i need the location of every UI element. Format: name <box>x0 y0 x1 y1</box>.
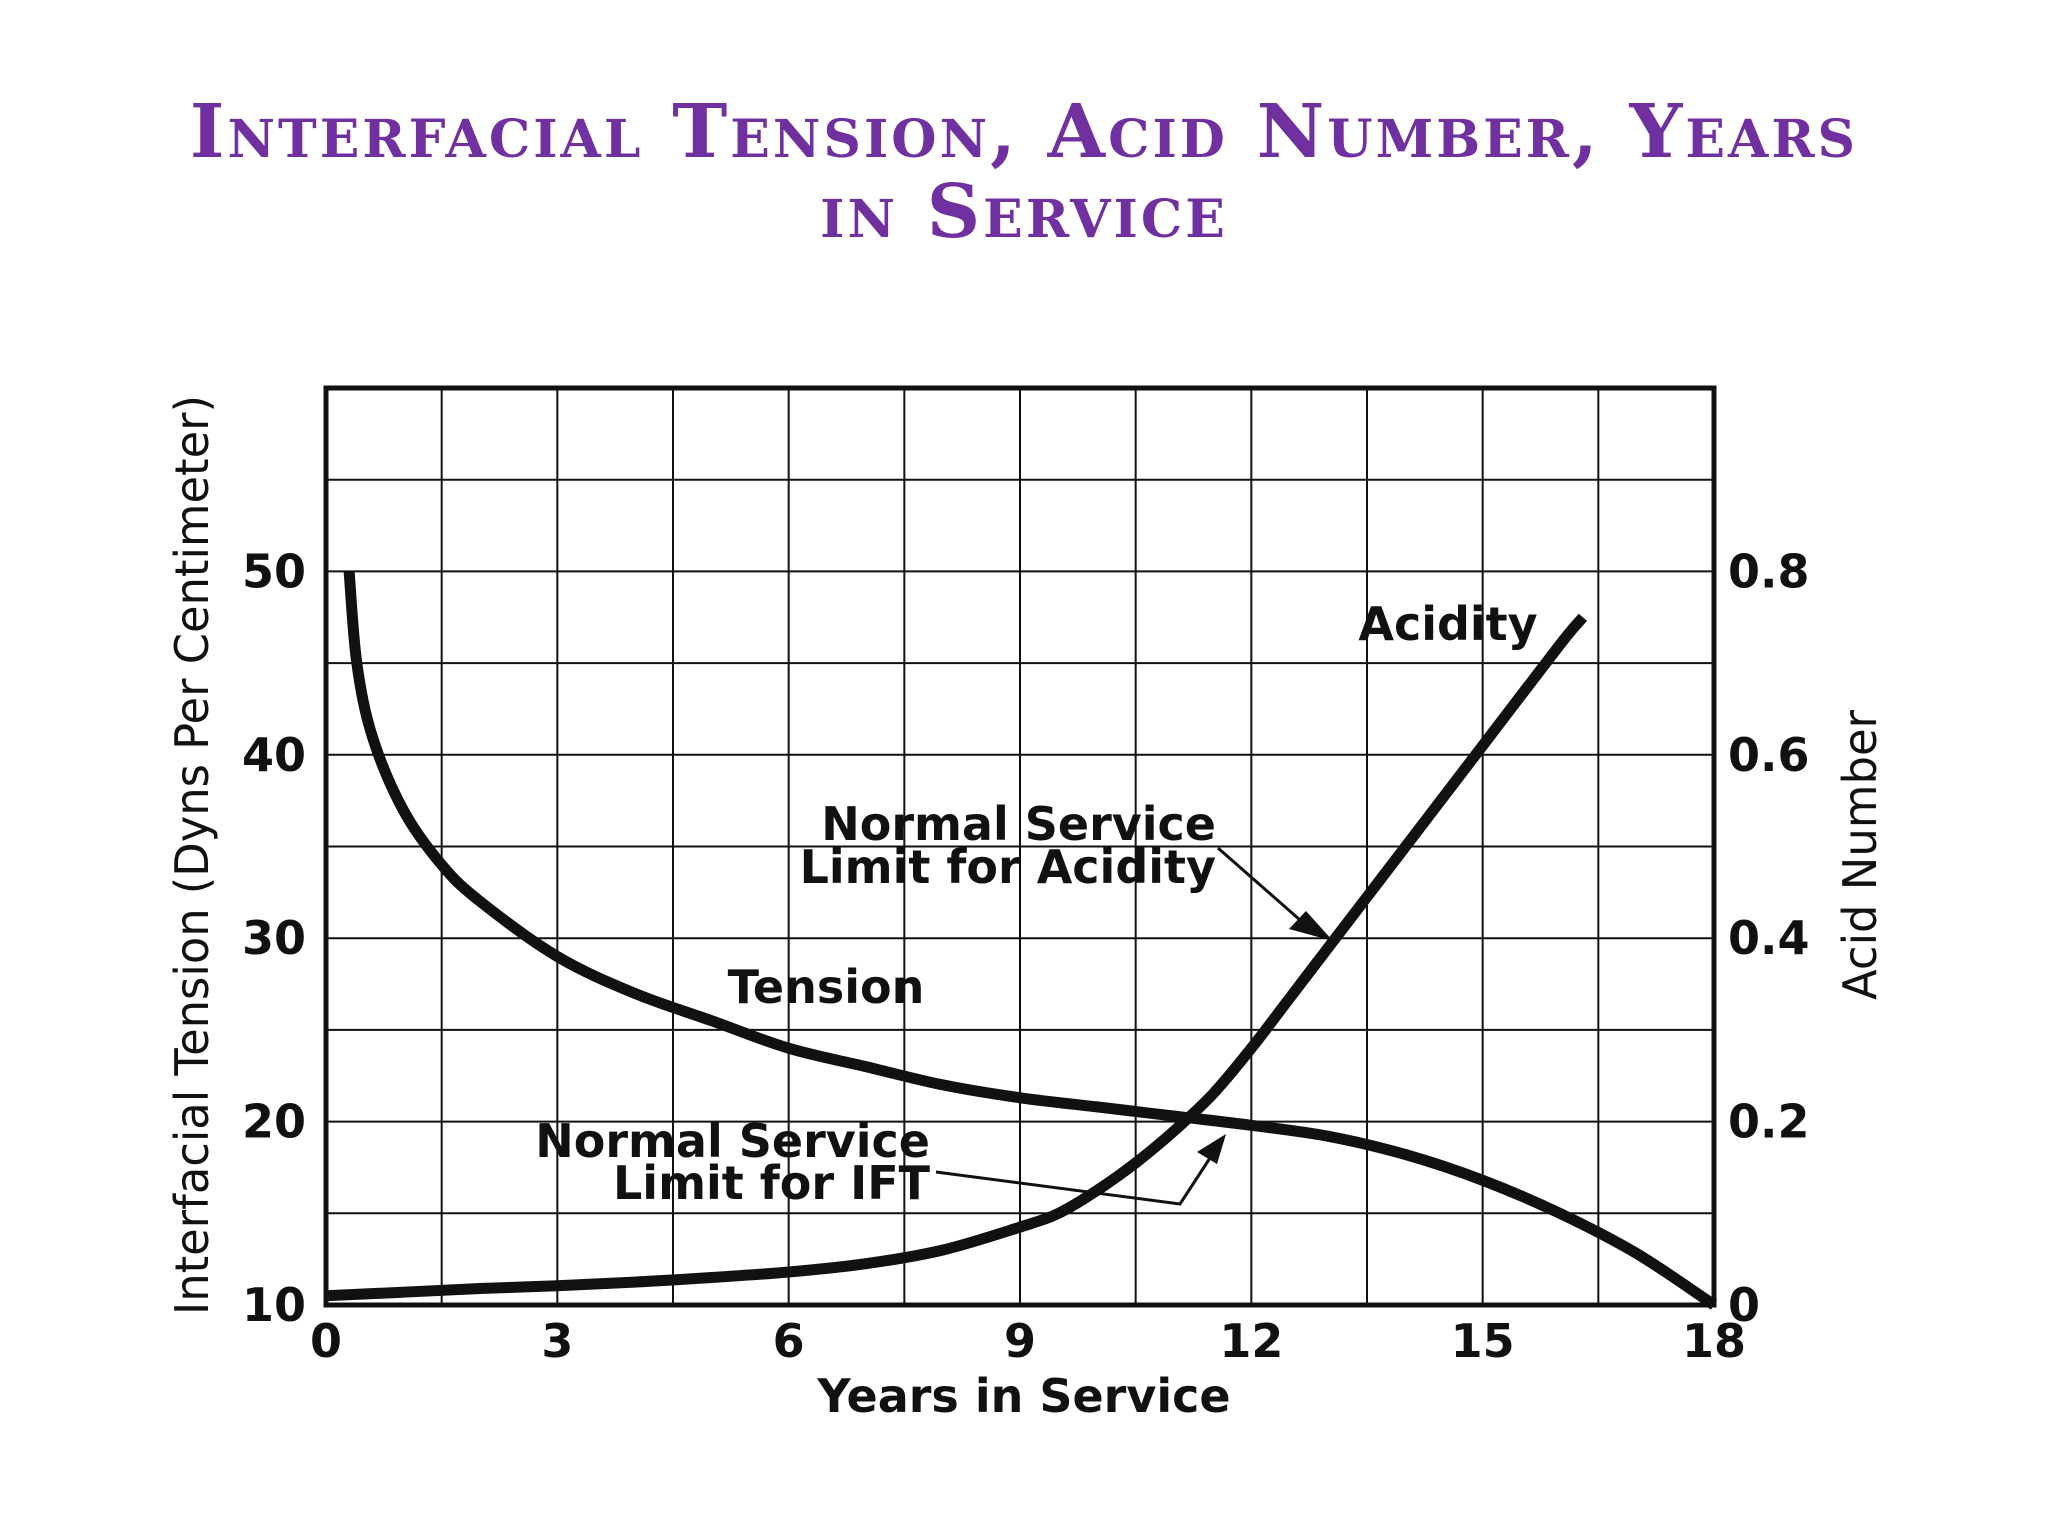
x-tick-label: 0 <box>310 1314 342 1368</box>
tick-labels: 0 3 6 9 12 15 18 10 20 30 40 50 0 0.2 0.4 0.6 0.8 <box>242 544 1810 1368</box>
y-left-tick-label: 50 <box>242 544 306 598</box>
series-line-tension <box>343 570 1718 1310</box>
grid <box>326 388 1714 1305</box>
ift-limit-annotation-line-2: Limit for IFT <box>613 1156 931 1210</box>
slide-title-line-2: in Service <box>820 169 1228 255</box>
y-axis-left-label: Interfacial Tension (Dyns Per Centimeter… <box>165 395 219 1315</box>
y-axis-right-label: Acid Number <box>1833 710 1887 1000</box>
x-tick-label: 9 <box>1004 1314 1036 1368</box>
y-left-tick-label: 20 <box>242 1095 306 1149</box>
x-axis-label: Years in Service <box>816 1369 1230 1423</box>
tension-series-label: Tension <box>728 960 925 1014</box>
slide-title-line-1: Interfacial Tension, Acid Number, Years <box>189 89 1859 175</box>
y-left-tick-label: 10 <box>242 1278 306 1332</box>
y-left-tick-label: 30 <box>242 911 306 965</box>
y-right-tick-label: 0 <box>1728 1278 1760 1332</box>
x-tick-label: 3 <box>541 1314 573 1368</box>
acid-limit-arrow <box>1217 846 1333 941</box>
series-line-acidity <box>325 613 1588 1302</box>
y-right-tick-label: 0.2 <box>1728 1095 1810 1149</box>
y-right-tick-label: 0.8 <box>1728 544 1810 598</box>
y-left-tick-label: 40 <box>242 728 306 782</box>
x-tick-label: 6 <box>773 1314 805 1368</box>
series-layer <box>325 570 1718 1310</box>
ift-limit-annotation-line-1: Normal Service <box>535 1114 930 1168</box>
ift-limit-arrow <box>935 1134 1226 1206</box>
acid-limit-annotation-line-2: Limit for Acidity <box>800 840 1216 894</box>
x-tick-label: 12 <box>1219 1314 1283 1368</box>
y-right-tick-label: 0.6 <box>1728 728 1810 782</box>
acid-limit-annotation-line-1: Normal Service <box>821 797 1216 851</box>
plot-frame <box>323 385 1717 1308</box>
y-right-tick-label: 0.4 <box>1728 911 1810 965</box>
acidity-series-label: Acidity <box>1358 597 1537 651</box>
x-tick-label: 18 <box>1682 1314 1746 1368</box>
x-tick-label: 15 <box>1451 1314 1515 1368</box>
